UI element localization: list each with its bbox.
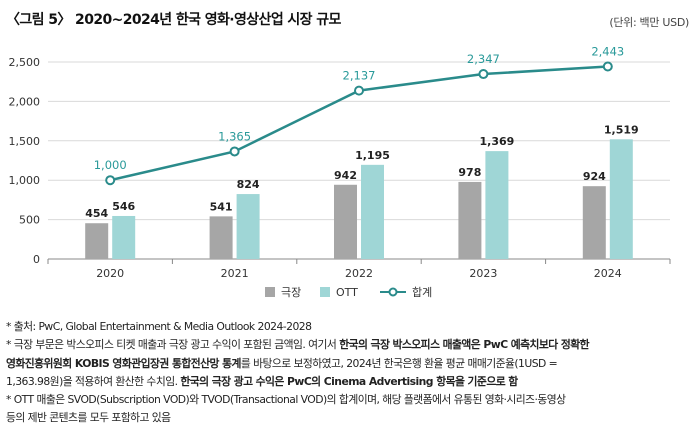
bar-ott	[609, 139, 633, 259]
y-tick-label: 1,500	[9, 135, 41, 148]
unit-label: (단위: 백만 USD)	[609, 16, 689, 29]
bar-ott	[485, 151, 509, 259]
bar-label-theater: 541	[210, 200, 233, 213]
x-tick-label: 2021	[221, 267, 249, 280]
total-label: 2,137	[343, 69, 376, 83]
chart: 0 500 1,000 1,500 2,000 2,500 454 546 2020 541 824…	[9, 44, 671, 299]
chart-title: 〈그림 5〉 2020~2024년 한국 영화·영상산업 시장 규모	[6, 12, 341, 28]
total-label: 1,000	[94, 158, 127, 172]
legend-swatch-theater	[265, 287, 275, 297]
total-label: 2,347	[467, 52, 500, 66]
bar-label-ott: 546	[112, 200, 135, 213]
x-tick-label: 2022	[345, 267, 373, 280]
bar-theater	[334, 184, 357, 259]
y-tick-label: 500	[19, 214, 40, 227]
y-tick-label: 0	[33, 253, 40, 266]
total-label: 2,443	[591, 44, 624, 58]
legend-label-total: 합계	[412, 286, 432, 299]
total-point	[478, 69, 489, 80]
note-exchange-text: 1,363.98원)을 적용하여 환산한 수치임.	[6, 374, 181, 388]
x-tick-label: 2024	[594, 267, 622, 280]
bar-label-ott: 824	[237, 178, 260, 191]
total-line	[109, 65, 608, 182]
bar-label-theater: 454	[85, 207, 108, 220]
note-exchange: 1,363.98원)을 적용하여 환산한 수치임. 한국의 극장 광고 수익은 …	[6, 373, 692, 391]
bar-label-ott: 1,369	[480, 135, 515, 148]
note-kobis-text: 를 바탕으로 보정하였고, 2024년 한국은행 환율 평균 매매기준율(1US…	[240, 356, 558, 370]
note-ad-highlight: 한국의 극장 광고 수익은 PwC의 Cinema Advertising 항목…	[180, 374, 518, 388]
note-source: * 출처: PwC, Global Entertainment & Media …	[6, 320, 312, 333]
y-tick-label: 2,500	[9, 56, 41, 69]
bar-label-ott: 1,195	[355, 149, 390, 162]
bar-ott	[112, 215, 136, 259]
footnotes: * 출처: PwC, Global Entertainment & Media …	[6, 318, 692, 428]
bar-label-ott: 1,519	[604, 123, 639, 136]
bar-theater	[209, 216, 233, 259]
legend-label-ott: OTT	[336, 286, 358, 299]
total-point	[105, 175, 116, 186]
note-theater-highlight: 한국의 극장 박스오피스 매출액은 PwC 예측치보다 정확한	[339, 338, 590, 352]
legend-swatch-ott	[320, 287, 330, 297]
bar-ott	[361, 164, 384, 259]
total-point	[602, 61, 613, 72]
note-ott: * OTT 매출은 SVOD(Subscription VOD)와 TVOD(T…	[6, 393, 566, 407]
bar-theater	[582, 186, 606, 259]
x-tick-label: 2023	[469, 267, 497, 280]
bar-ott	[236, 194, 260, 259]
note-theater-text: * 극장 부문은 박스오피스 티켓 매출과 극장 광고 수익이 포함된 금액임.…	[6, 338, 340, 352]
note-theater: * 극장 부문은 박스오피스 티켓 매출과 극장 광고 수익이 포함된 금액임.…	[6, 336, 692, 354]
bar-theater	[458, 181, 482, 259]
y-tick-label: 2,000	[9, 95, 41, 108]
legend-marker-total	[388, 287, 398, 297]
legend-label-theater: 극장	[281, 286, 301, 299]
note-kobis-highlight: 영화진흥위원회 KOBIS 영화관입장권 통합전산망 통계	[6, 356, 241, 370]
y-tick-label: 1,000	[9, 174, 41, 187]
note-ott-cont: 등의 제반 콘텐츠를 모두 포함하고 있음	[6, 411, 171, 425]
bar-label-theater: 978	[458, 166, 481, 179]
note-theater-cont: 영화진흥위원회 KOBIS 영화관입장권 통합전산망 통계를 바탕으로 보정하였…	[6, 355, 692, 373]
bar-theater	[85, 223, 109, 259]
bar-label-theater: 924	[583, 170, 606, 183]
total-point	[229, 146, 240, 157]
total-point	[354, 85, 364, 96]
total-label: 1,365	[218, 129, 251, 143]
bar-label-theater: 942	[334, 169, 357, 182]
x-tick-label: 2020	[96, 267, 124, 280]
